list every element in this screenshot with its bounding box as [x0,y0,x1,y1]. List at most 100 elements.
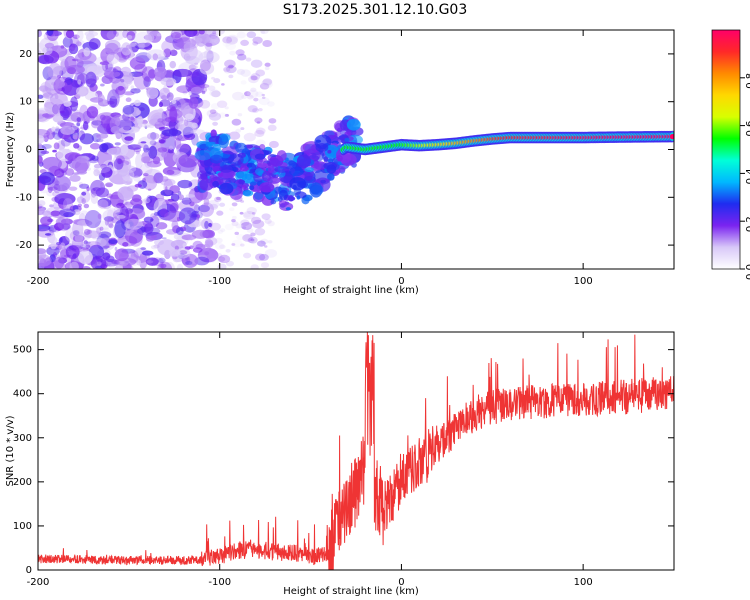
heatmap-noise-blob [161,151,168,158]
heatmap-ridge-blob [296,195,301,200]
heatmap-noise-blob [157,261,173,269]
heatmap-faint-blob [213,78,221,84]
heatmap-faint-blob [218,254,231,264]
heatmap-noise-blob [153,172,164,184]
heatmap-noise-blob [188,84,203,93]
heatmap-noise-blob [143,124,150,128]
heatmap-faint-blob [239,211,244,215]
heatmap-noise-blob [124,226,144,244]
heatmap-noise-blob [172,68,193,78]
heatmap-noise-blob [72,234,85,243]
heatmap-noise-blob [124,201,132,206]
heatmap-faint-blob [208,50,213,54]
heatmap-faint-blob [254,228,266,236]
heatmap-noise-blob [106,100,115,105]
heatmap-noise-blob [79,133,94,145]
heatmap-noise-blob [133,31,153,48]
heatmap-noise-blob [59,208,76,218]
heatmap-noise-blob [188,96,199,109]
heatmap-noise-blob [52,191,60,197]
heatmap-faint-blob [228,74,234,79]
heatmap-noise-blob [43,97,65,115]
heatmap-noise-blob [198,51,220,64]
heatmap-noise-blob [195,37,203,43]
heatmap-faint-blob [252,41,259,46]
heatmap-faint-blob [245,57,252,62]
heatmap-noise-blob [76,170,87,175]
heatmap-faint-blob [240,69,251,77]
heatmap-noise-blob [81,198,86,205]
heatmap-faint-blob [264,218,272,224]
heatmap-noise-blob [90,193,99,205]
heatmap-noise-blob [127,250,139,264]
heatmap-faint-blob [251,239,258,245]
heatmap-ridge-blob [278,200,288,208]
heatmap-noise-blob [146,132,160,141]
heatmap-noise-blob [38,250,47,260]
heatmap-noise-blob [121,42,132,56]
heatmap-noise-blob [65,245,80,260]
heatmap-noise-blob [117,85,124,91]
heatmap-ridge-blob [241,184,247,190]
heatmap-noise-blob [85,244,91,249]
heatmap-noise-blob [38,30,42,38]
heatmap-faint-blob [236,31,246,39]
heatmap-noise-blob [166,94,172,98]
heatmap-faint-blob [240,127,245,131]
heatmap-noise-blob [125,97,132,103]
heatmap-noise-blob [140,163,153,176]
heatmap-faint-blob [226,34,239,43]
heatmap-noise-blob [72,229,80,236]
heatmap-noise-blob [101,166,113,178]
heatmap-faint-blob [235,128,242,133]
heatmap-ridge-blob [249,185,255,191]
heatmap-noise-blob [160,95,168,100]
heatmap-faint-blob [248,236,258,244]
heatmap-noise-blob [55,241,61,246]
heatmap-noise-blob [96,171,103,176]
heatmap-noise-blob [166,169,175,175]
heatmap-noise-blob [51,175,71,192]
heatmap-noise-blob [52,149,57,153]
heatmap-ridge-blob [320,179,326,184]
heatmap-noise-blob [57,215,70,231]
heatmap-faint-blob [237,113,243,117]
heatmap-noise-blob [203,197,210,207]
heatmap-noise-blob [150,245,159,250]
heatmap-noise-blob [97,213,102,220]
heatmap-faint-blob [258,97,270,106]
heatmap-faint-blob [222,40,232,47]
heatmap-noise-blob [89,97,104,103]
heatmap-noise-blob [78,250,93,265]
heatmap-faint-blob [224,59,236,68]
heatmap-noise-blob [100,83,105,87]
heatmap-noise-blob [114,142,121,146]
heatmap-faint-blob [243,132,256,142]
heatmap-faint-blob [242,252,252,259]
heatmap-noise-blob [68,186,78,191]
heatmap-noise-blob [113,158,124,170]
y-tick-label: 20 [19,49,32,60]
heatmap-noise-blob [47,163,53,168]
heatmap-ridge-blob [199,173,207,177]
heatmap-noise-blob [94,265,103,269]
heatmap-noise-blob [161,237,167,240]
heatmap-ridge-blob [278,189,288,201]
heatmap-faint-blob [250,216,262,225]
heatmap-noise-blob [46,30,54,37]
heatmap-faint-blob [267,124,277,132]
heatmap-noise-blob [47,182,53,194]
heatmap-noise-blob [100,182,103,188]
y-tick-label: 0 [26,145,32,156]
heatmap-faint-blob [247,89,259,98]
heatmap-noise-blob [71,157,90,172]
heatmap-faint-blob [255,127,266,135]
heatmap-noise-blob [108,223,114,229]
x-tick-label: -100 [208,577,231,588]
heatmap-noise-blob [38,94,44,99]
heatmap-noise-blob [105,63,109,70]
heatmap-noise-blob [114,246,118,251]
heatmap-noise-blob [75,86,89,97]
heatmap-noise-blob [130,198,143,206]
